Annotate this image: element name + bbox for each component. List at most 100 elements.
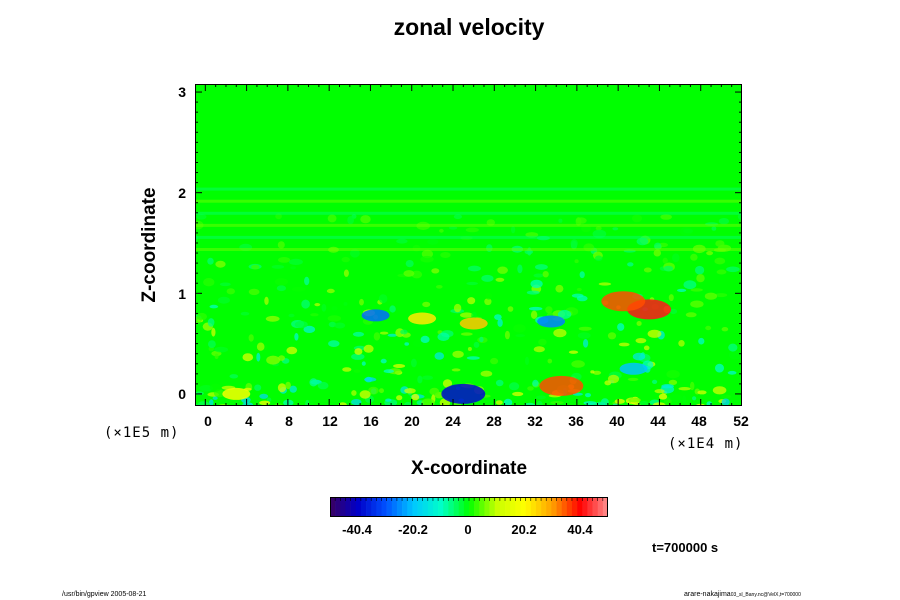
x-tick-label: 32: [527, 413, 543, 429]
colorbar-segment: [484, 497, 490, 517]
colorbar-segment: [453, 497, 460, 517]
colorbar-segment: [571, 497, 578, 517]
chart-title: zonal velocity: [393, 14, 545, 40]
colorbar-segment: [366, 497, 372, 517]
x-tick-label: 4: [245, 413, 253, 429]
colorbar: [330, 497, 608, 517]
colorbar-segment: [443, 497, 449, 517]
colorbar-segment: [499, 497, 506, 517]
colorbar-segment: [448, 497, 454, 517]
velocity-feature: [539, 375, 584, 396]
y-axis-label: Z-coordinate: [139, 187, 160, 303]
colorbar-segment: [541, 497, 547, 517]
velocity-feature: [459, 317, 488, 330]
colorbar-segment: [360, 497, 367, 517]
colorbar-segment: [577, 497, 583, 517]
colorbar-segment: [417, 497, 423, 517]
colorbar-segment: [602, 497, 608, 517]
footer-author: arare-nakajima: [684, 591, 731, 598]
footer-right: arare-nakajima03_sl_Bany.nc@VelX,t=70000…: [684, 591, 801, 598]
colorbar-segment: [463, 497, 470, 517]
x-tick-label: 0: [204, 413, 212, 429]
y-tick-label: 2: [178, 185, 186, 201]
velocity-feature: [222, 387, 251, 400]
colorbar-segment: [587, 497, 593, 517]
colorbar-segment: [396, 497, 403, 517]
colorbar-segment: [515, 497, 521, 517]
colorbar-segment: [525, 497, 532, 517]
colorbar-segment: [520, 497, 526, 517]
colorbar-segment: [561, 497, 568, 517]
colorbar-segment: [330, 497, 336, 517]
colorbar-segment: [505, 497, 511, 517]
y-tick-label: 1: [178, 286, 186, 302]
colorbar-segment: [510, 497, 516, 517]
colorbar-segment: [371, 497, 377, 517]
time-info: t=700000 s: [652, 540, 719, 555]
colorbar-segment: [355, 497, 362, 517]
plot-frame: [195, 84, 742, 406]
footer-left: /usr/bin/gpview 2005-08-21: [62, 591, 147, 598]
velocity-feature: [408, 312, 437, 325]
footer-source: 03_sl_Bany.nc@VelX,t=700000: [730, 592, 801, 598]
colorbar-frame: [330, 497, 608, 517]
z-axis-unit: (×1E5 m): [104, 425, 180, 441]
velocity-feature: [537, 315, 566, 328]
colorbar-tick-label: -20.2: [398, 522, 428, 537]
colorbar-tick-label: 40.4: [567, 522, 593, 537]
x-tick-label: 16: [363, 413, 379, 429]
colorbar-segment: [494, 497, 501, 517]
velocity-feature: [441, 383, 486, 404]
x-tick-label: 44: [650, 413, 666, 429]
x-tick-label: 40: [609, 413, 625, 429]
velocity-feature: [361, 309, 390, 322]
colorbar-segment: [335, 497, 341, 517]
colorbar-segment: [551, 497, 557, 517]
colorbar-segment: [402, 497, 408, 517]
x-tick-label: 12: [322, 413, 338, 429]
x-axis-label: X-coordinate: [410, 458, 528, 479]
colorbar-segment: [412, 497, 418, 517]
x-tick-label: 20: [404, 413, 420, 429]
x-axis-unit: (×1E4 m): [668, 436, 744, 452]
colorbar-segment: [427, 497, 434, 517]
colorbar-segment: [479, 497, 485, 517]
y-tick-label: 0: [178, 386, 186, 402]
x-tick-label: 24: [445, 413, 461, 429]
colorbar-segment: [592, 497, 599, 517]
colorbar-segment: [597, 497, 604, 517]
x-tick-label: 52: [733, 413, 749, 429]
colorbar-segment: [556, 497, 562, 517]
colorbar-segment: [376, 497, 382, 517]
colorbar-segment: [350, 497, 357, 517]
plot-area: [195, 84, 742, 406]
x-tick-label: 28: [486, 413, 502, 429]
colorbar-segment: [422, 497, 429, 517]
x-tick-label: 8: [285, 413, 293, 429]
field-background: [195, 84, 742, 406]
x-tick-label: 48: [691, 413, 707, 429]
colorbar-segment: [582, 497, 588, 517]
colorbar-segment: [566, 497, 573, 517]
colorbar-segment: [381, 497, 387, 517]
field-texture: [195, 187, 742, 406]
axis-ticks: [195, 84, 742, 406]
velocity-feature: [601, 291, 646, 312]
colorbar-segment: [432, 497, 439, 517]
velocity-feature: [619, 362, 648, 375]
colorbar-segment: [386, 497, 393, 517]
colorbar-segment: [489, 497, 496, 517]
colorbar-tick-label: 20.2: [511, 522, 537, 537]
colorbar-segment: [391, 497, 398, 517]
colorbar-segment: [438, 497, 444, 517]
colorbar-tick-label: -40.4: [342, 522, 372, 537]
colorbar-segment: [340, 497, 346, 517]
colorbar-segment: [458, 497, 465, 517]
colorbar-segment: [474, 497, 480, 517]
colorbar-segment: [407, 497, 413, 517]
colorbar-segment: [469, 497, 475, 517]
colorbar-tick-label: 0: [464, 522, 472, 537]
colorbar-segment: [546, 497, 552, 517]
y-tick-label: 3: [178, 84, 186, 100]
colorbar-segment: [535, 497, 542, 517]
